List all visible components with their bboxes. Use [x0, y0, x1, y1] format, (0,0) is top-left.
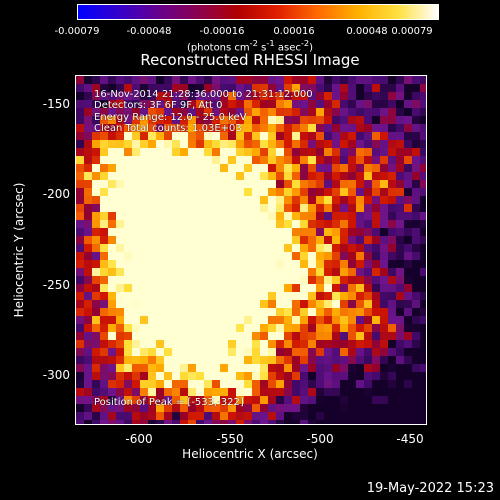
x-axis-label: Heliocentric X (arcsec): [182, 447, 318, 461]
info-detectors: Detectors: 3F 6F 9F, Att 0: [94, 100, 223, 111]
info-peak-position: Position of Peak = [-533,-322]: [94, 397, 244, 408]
y-tick-label: -200: [42, 187, 70, 201]
colorbar-tick: 0.00016: [273, 26, 315, 37]
colorbar-tick: -0.00048: [126, 26, 172, 37]
colorbar-units: (photons cm-2 s-1 asec-2): [186, 38, 314, 54]
colorbar-tick: 0.00079: [391, 26, 433, 37]
y-tick-label: -250: [42, 278, 70, 292]
y-axis-label: Heliocentric Y (arcsec): [12, 182, 26, 318]
y-tick-label: -150: [42, 97, 70, 111]
info-time-range: 16-Nov-2014 21:28:36.000 to 21:31:12.000: [94, 89, 313, 100]
colorbar: [77, 4, 439, 20]
colorbar-tick: 0.00048: [346, 26, 388, 37]
x-tick-label: -500: [306, 432, 334, 446]
rhessi-image-panel: 16-Nov-2014 21:28:36.000 to 21:31:12.000…: [75, 75, 427, 425]
x-tick-label: -450: [396, 432, 424, 446]
image-pixels: [76, 76, 426, 424]
colorbar-tick: -0.00016: [199, 26, 245, 37]
x-tick-label: -550: [216, 432, 244, 446]
info-energy-range: Energy Range: 12.0 - 25.0 keV: [94, 112, 247, 123]
plot-title: Reconstructed RHESSI Image: [140, 51, 360, 69]
x-tick-label: -600: [125, 432, 153, 446]
timestamp: 19-May-2022 15:23: [366, 481, 494, 496]
rhessi-image: [76, 76, 426, 424]
colorbar-tick: -0.00079: [54, 26, 100, 37]
info-clean-counts: Clean Total counts: 1.03E+03: [94, 123, 242, 134]
y-tick-label: -300: [42, 368, 70, 382]
